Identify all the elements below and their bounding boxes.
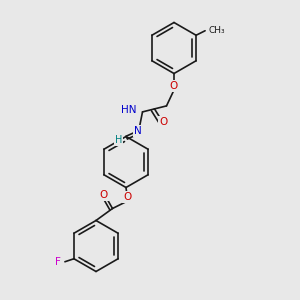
Text: O: O <box>159 117 168 128</box>
Text: CH₃: CH₃ <box>209 26 226 35</box>
Text: HN: HN <box>121 105 136 116</box>
Text: F: F <box>56 257 61 267</box>
Text: O: O <box>123 192 132 202</box>
Text: H: H <box>115 135 122 146</box>
Text: O: O <box>99 190 108 200</box>
Text: N: N <box>134 126 142 136</box>
Text: O: O <box>170 81 178 92</box>
